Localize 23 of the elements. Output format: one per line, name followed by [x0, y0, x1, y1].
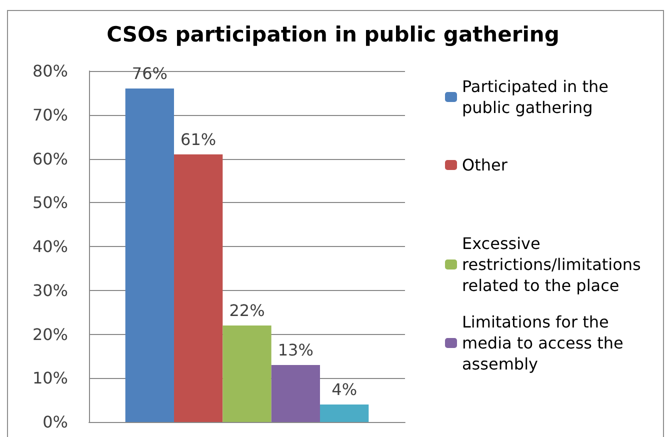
- y-tick-label: 40%: [32, 237, 68, 256]
- bar: [222, 325, 272, 422]
- legend-label: Limitations for the media to access the assembly: [462, 312, 624, 374]
- y-tick-label: 60%: [32, 149, 68, 168]
- y-tick-label: 10%: [32, 368, 68, 388]
- y-tick-label: 80%: [32, 62, 68, 80]
- legend-label: Excessive restrictions/limitations related to the place: [462, 234, 641, 295]
- legend-label: Other: [462, 156, 508, 174]
- bar: [174, 154, 223, 422]
- data-label: 61%: [180, 130, 216, 149]
- data-label: 22%: [229, 300, 265, 320]
- bar: [125, 88, 174, 422]
- bar: [271, 364, 320, 422]
- y-tick-label: 30%: [32, 280, 68, 300]
- y-tick-label: 70%: [32, 105, 68, 124]
- data-label: 4%: [332, 380, 358, 399]
- y-tick-label: 0%: [42, 412, 68, 432]
- y-tick-label: 50%: [32, 193, 68, 212]
- legend-label: Participated in the public gathering: [462, 77, 609, 117]
- bar: [320, 404, 369, 422]
- y-tick-label: 20%: [32, 324, 68, 344]
- chart-title: CSOs participation in public gathering: [106, 22, 560, 46]
- data-label: 13%: [278, 340, 314, 360]
